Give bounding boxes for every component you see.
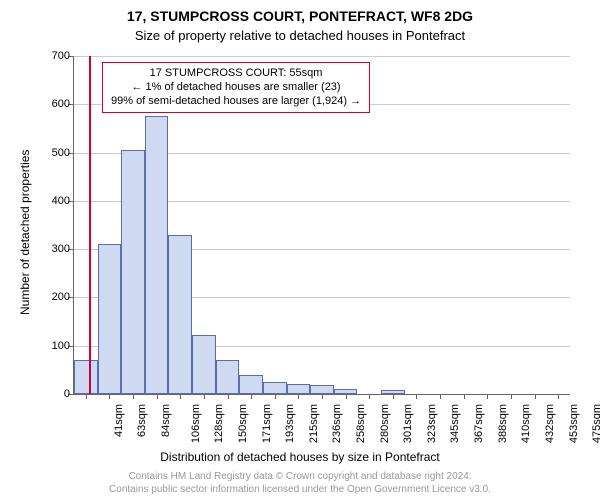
x-tick-label: 475sqm bbox=[591, 404, 600, 443]
histogram-bar bbox=[263, 382, 287, 394]
y-tick-label: 500 bbox=[4, 147, 70, 159]
x-tick-label: 193sqm bbox=[284, 404, 296, 443]
x-tick-label: 453sqm bbox=[568, 404, 580, 443]
attribution-line-1: Contains HM Land Registry data © Crown c… bbox=[0, 471, 600, 484]
histogram-bar bbox=[168, 235, 192, 394]
x-tick-label: 63sqm bbox=[136, 404, 148, 437]
x-tick-label: 84sqm bbox=[160, 404, 172, 437]
chart-container: { "layout": { "width": 600, "height": 50… bbox=[0, 0, 600, 500]
y-tick-label: 600 bbox=[4, 98, 70, 110]
x-tick-label: 367sqm bbox=[473, 404, 485, 443]
y-tick-gutter: 0100200300400500600700 bbox=[0, 56, 74, 394]
x-tick bbox=[416, 394, 417, 399]
x-tick bbox=[204, 394, 205, 399]
x-tick-label: 236sqm bbox=[332, 404, 344, 443]
histogram-bar bbox=[192, 335, 216, 394]
x-tick bbox=[487, 394, 488, 399]
x-tick-label: 345sqm bbox=[450, 404, 462, 443]
histogram-bar bbox=[216, 360, 240, 394]
y-tick-label: 700 bbox=[4, 50, 70, 62]
x-tick bbox=[180, 394, 181, 399]
x-tick bbox=[298, 394, 299, 399]
property-marker-line bbox=[89, 56, 91, 394]
info-line-2: ← 1% of detached houses are smaller (23) bbox=[111, 81, 361, 95]
chart-subtitle-text: Size of property relative to detached ho… bbox=[135, 28, 465, 43]
x-tick bbox=[86, 394, 87, 399]
x-tick bbox=[393, 394, 394, 399]
x-tick-label: 106sqm bbox=[190, 404, 202, 443]
histogram-bar bbox=[310, 385, 334, 394]
x-axis-title-text: Distribution of detached houses by size … bbox=[160, 450, 440, 464]
x-tick-label: 258sqm bbox=[355, 404, 367, 443]
chart-subtitle: Size of property relative to detached ho… bbox=[0, 28, 600, 43]
x-tick-label: 432sqm bbox=[544, 404, 556, 443]
attribution: Contains HM Land Registry data © Crown c… bbox=[0, 471, 600, 496]
x-tick bbox=[346, 394, 347, 399]
x-tick bbox=[228, 394, 229, 399]
x-tick bbox=[511, 394, 512, 399]
x-tick bbox=[157, 394, 158, 399]
x-tick bbox=[109, 394, 110, 399]
property-info-box: 17 STUMPCROSS COURT: 55sqm ← 1% of detac… bbox=[102, 62, 370, 113]
x-tick bbox=[369, 394, 370, 399]
plot-area: 17 STUMPCROSS COURT: 55sqm ← 1% of detac… bbox=[74, 56, 570, 394]
info-line-1: 17 STUMPCROSS COURT: 55sqm bbox=[111, 67, 361, 81]
x-tick-gutter: 41sqm 63sqm 84sqm 106sqm 128sqm 150sqm 171sqm 1… bbox=[74, 394, 570, 454]
x-axis-title: Distribution of detached houses by size … bbox=[0, 450, 600, 464]
x-tick-label: 128sqm bbox=[213, 404, 225, 443]
histogram-bar bbox=[239, 375, 263, 394]
x-tick bbox=[440, 394, 441, 399]
y-tick-label: 100 bbox=[4, 340, 70, 352]
x-tick bbox=[464, 394, 465, 399]
x-tick-label: 388sqm bbox=[497, 404, 509, 443]
x-tick-label: 171sqm bbox=[261, 404, 273, 443]
histogram-bar bbox=[121, 150, 145, 394]
chart-title-text: 17, STUMPCROSS COURT, PONTEFRACT, WF8 2D… bbox=[127, 8, 473, 24]
x-tick-label: 280sqm bbox=[379, 404, 391, 443]
chart-title: 17, STUMPCROSS COURT, PONTEFRACT, WF8 2D… bbox=[0, 8, 600, 24]
x-tick bbox=[535, 394, 536, 399]
x-tick bbox=[558, 394, 559, 399]
x-tick-label: 410sqm bbox=[520, 404, 532, 443]
info-line-3: 99% of semi-detached houses are larger (… bbox=[111, 95, 361, 109]
x-tick bbox=[251, 394, 252, 399]
x-tick-label: 41sqm bbox=[113, 404, 125, 437]
attribution-line-2: Contains public sector information licen… bbox=[0, 484, 600, 497]
x-tick bbox=[275, 394, 276, 399]
grid-line bbox=[74, 56, 570, 57]
x-tick bbox=[133, 394, 134, 399]
histogram-bar bbox=[98, 244, 122, 394]
x-tick-label: 150sqm bbox=[237, 404, 249, 443]
histogram-bar bbox=[287, 384, 311, 394]
y-axis-line bbox=[73, 56, 74, 394]
x-tick-label: 323sqm bbox=[426, 404, 438, 443]
x-tick-label: 301sqm bbox=[402, 404, 414, 443]
y-tick-label: 400 bbox=[4, 195, 70, 207]
x-tick bbox=[322, 394, 323, 399]
y-tick-label: 300 bbox=[4, 243, 70, 255]
y-tick-label: 0 bbox=[4, 388, 70, 400]
y-tick-label: 200 bbox=[4, 291, 70, 303]
x-tick-label: 215sqm bbox=[308, 404, 320, 443]
histogram-bar bbox=[145, 116, 169, 394]
histogram-bar bbox=[74, 360, 98, 394]
